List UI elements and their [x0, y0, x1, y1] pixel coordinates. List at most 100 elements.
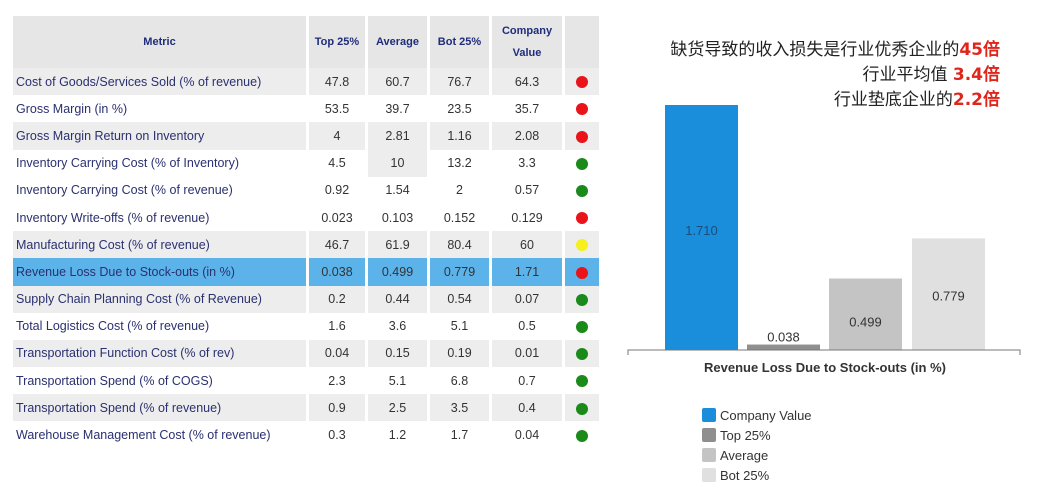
bar-company-value: [665, 105, 738, 350]
cell-average: 60.7: [368, 68, 427, 96]
status-red-dot-icon: [576, 266, 588, 279]
cell-company: 0.4: [492, 394, 562, 422]
cell-bot25: 76.7: [430, 68, 489, 96]
cell-metric: Gross Margin Return on Inventory: [13, 122, 306, 150]
legend-swatch: [702, 408, 716, 422]
cell-top25: 53.5: [324, 101, 350, 116]
cell-average: 61.9: [368, 231, 427, 259]
cell-average: 0.103: [381, 210, 414, 225]
status-green-dot-icon: [576, 402, 588, 415]
cell-status: [565, 313, 599, 340]
data-label: 0.499: [849, 314, 882, 329]
cell-average: 2.5: [368, 394, 427, 422]
cell-top25: 0.023: [321, 210, 353, 225]
data-label: 0.779: [932, 288, 965, 303]
cell-status: [565, 95, 599, 122]
cell-top25: 4.5: [328, 156, 346, 171]
cell-top25: 0.92: [324, 183, 350, 198]
table-row[interactable]: Supply Chain Planning Cost (% of Revenue…: [13, 285, 599, 313]
table-row[interactable]: Transportation Spend (% of COGS) 2.3 5.1 6.…: [13, 367, 599, 394]
cell-average: 2.81: [368, 122, 427, 150]
cell-company: 0.07: [492, 285, 562, 313]
cell-metric: Transportation Spend (% of revenue): [13, 394, 306, 422]
cell-metric: Warehouse Management Cost (% of revenue): [16, 428, 271, 443]
status-red-dot-icon: [576, 76, 588, 89]
status-red-dot-icon: [576, 212, 588, 225]
cell-metric: Manufacturing Cost (% of revenue): [13, 231, 306, 259]
data-label: 0.038: [767, 330, 800, 345]
table-row[interactable]: Transportation Spend (% of revenue) 0.9 2.…: [13, 394, 599, 422]
cell-company: 2.08: [492, 122, 562, 150]
table-row[interactable]: Inventory Write-offs (% of revenue) 0.023…: [13, 204, 599, 231]
x-axis-label: Revenue Loss Due to Stock-outs (in %): [704, 360, 946, 375]
cell-average: 3.6: [388, 319, 407, 334]
cell-metric: Inventory Carrying Cost (% of Inventory): [16, 156, 239, 171]
cell-company: 0.5: [518, 319, 536, 334]
table-row[interactable]: Cost of Goods/Services Sold (% of revenu…: [13, 68, 599, 96]
cell-bot25: 2: [456, 183, 463, 198]
header-company-value: Company Value: [492, 16, 562, 68]
cell-company: 60: [492, 231, 562, 259]
cell-status: [565, 177, 599, 204]
status-green-dot-icon: [576, 293, 588, 306]
cell-average: 10: [368, 149, 427, 177]
table-row[interactable]: Transportation Function Cost (% of rev) 0…: [13, 339, 599, 368]
cell-metric: Cost of Goods/Services Sold (% of revenu…: [13, 68, 306, 96]
cell-company: 0.01: [492, 339, 562, 368]
status-red-dot-icon: [576, 130, 588, 143]
cell-bot25: 80.4: [430, 231, 489, 259]
cell-bot25: 1.16: [430, 122, 489, 150]
cell-top25: 2.3: [328, 373, 346, 388]
cell-metric: Revenue Loss Due to Stock-outs (in %): [13, 258, 306, 286]
x-axis: [627, 349, 1021, 355]
data-label: 1.710: [685, 223, 718, 238]
table-row[interactable]: Warehouse Management Cost (% of revenue)…: [13, 421, 599, 448]
cell-top25: 1.6: [328, 319, 346, 334]
table-row[interactable]: Total Logistics Cost (% of revenue) 1.6 3.…: [13, 313, 599, 340]
cell-status: [565, 150, 599, 177]
chart-legend: Company Value Top 25% Average Bot 25%: [702, 405, 812, 485]
header-metric: Metric: [13, 16, 306, 68]
status-green-dot-icon: [576, 429, 588, 442]
table-row[interactable]: Revenue Loss Due to Stock-outs (in %) 0.0…: [13, 258, 599, 286]
cell-bot25: 0.779: [430, 258, 489, 286]
cell-average: 1.2: [388, 428, 407, 443]
legend-item: Top 25%: [702, 425, 812, 445]
headline-line3-value: 2.2倍: [952, 90, 1000, 110]
cell-top25: 0.04: [309, 339, 365, 368]
table-row[interactable]: Inventory Carrying Cost (% of Inventory)…: [13, 149, 599, 177]
cell-status: [565, 231, 599, 259]
headline-line1-value: 45倍: [959, 40, 1000, 60]
legend-item: Company Value: [702, 405, 812, 425]
cell-metric: Transportation Spend (% of COGS): [16, 373, 213, 388]
headline-line2: 行业平均值: [862, 65, 953, 85]
legend-label: Bot 25%: [720, 467, 770, 483]
headline-line2-value: 3.4倍: [952, 65, 1000, 85]
headline-line3: 行业垫底企业的: [833, 90, 953, 110]
cell-company: 35.7: [514, 101, 540, 116]
metrics-table: Metric Top 25% Average Bot 25% Company V…: [10, 16, 602, 449]
cell-company: 1.71: [492, 258, 562, 286]
cell-metric: Supply Chain Planning Cost (% of Revenue…: [13, 285, 306, 313]
cell-status: [565, 394, 599, 422]
cell-average: 0.15: [368, 339, 427, 368]
status-green-dot-icon: [576, 157, 588, 170]
table-row[interactable]: Gross Margin Return on Inventory 4 2.81 1.1…: [13, 122, 599, 150]
cell-metric: Gross Margin (in %): [16, 101, 128, 116]
cell-top25: 47.8: [309, 68, 365, 96]
table-row[interactable]: Manufacturing Cost (% of revenue) 46.7 61.…: [13, 231, 599, 259]
cell-bot25: 13.2: [447, 156, 472, 171]
status-yellow-dot-icon: [576, 239, 588, 252]
cell-top25: 0.9: [309, 394, 365, 422]
cell-metric: Transportation Function Cost (% of rev): [13, 339, 306, 368]
cell-average: 0.499: [368, 258, 427, 286]
cell-metric: Total Logistics Cost (% of revenue): [16, 319, 210, 334]
cell-top25: 0.3: [328, 428, 346, 443]
legend-label: Company Value: [720, 407, 812, 423]
cell-status: [565, 258, 599, 286]
table-row[interactable]: Gross Margin (in %) 53.5 39.7 23.5 35.7: [13, 95, 599, 122]
cell-top25: 4: [309, 122, 365, 150]
cell-bot25: 5.1: [450, 319, 469, 334]
cell-metric: Inventory Carrying Cost (% of revenue): [16, 183, 233, 198]
table-row[interactable]: Inventory Carrying Cost (% of revenue) 0.…: [13, 177, 599, 204]
